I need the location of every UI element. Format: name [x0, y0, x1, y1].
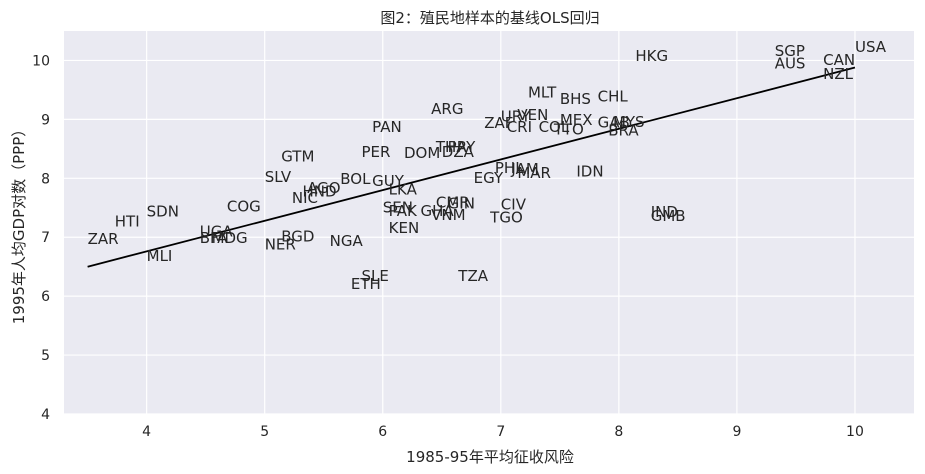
point-label-per: PER	[362, 143, 391, 161]
point-label-hkg: HKG	[635, 47, 668, 65]
y-tick-label: 8	[41, 171, 50, 187]
point-label-tto: TTO	[553, 120, 584, 138]
point-label-arg: ARG	[431, 100, 463, 118]
point-label-pak: PAK	[389, 202, 418, 220]
point-label-hnd: HND	[302, 182, 336, 200]
point-label-nga: NGA	[330, 232, 364, 250]
x-axis-label: 1985-95年平均征收风险	[406, 448, 574, 466]
point-label-zaf: ZAF	[484, 114, 513, 132]
plot-background	[64, 31, 914, 414]
x-tick-label: 10	[846, 424, 864, 440]
x-tick-label: 7	[496, 424, 505, 440]
point-label-mar: MAR	[517, 164, 551, 182]
point-label-gab: GAB	[598, 113, 630, 131]
point-label-cog: COG	[227, 198, 261, 216]
point-label-phl: PHL	[495, 159, 524, 177]
x-tick-label: 9	[732, 424, 741, 440]
x-tick-labels: 4 5 6 7 8 9 10	[142, 424, 864, 440]
point-label-ago: AGO	[307, 179, 340, 197]
point-label-gmb: GMB	[651, 207, 686, 225]
y-tick-label: 4	[41, 407, 50, 423]
point-label-pry: PRY	[448, 138, 477, 156]
point-label-usa: USA	[855, 38, 887, 56]
point-label-bfa: BFA	[200, 229, 229, 247]
point-label-uga: UGA	[200, 222, 234, 240]
x-tick-label: 5	[260, 424, 269, 440]
point-label-pan: PAN	[372, 118, 402, 136]
point-label-civ: CIV	[501, 195, 527, 213]
point-label-egy: EGY	[474, 169, 504, 187]
point-label-sgp: SGP	[775, 42, 805, 60]
point-label-ury: URY	[501, 108, 531, 126]
point-label-gtm: GTM	[281, 148, 314, 166]
point-label-ner: NER	[265, 235, 296, 253]
point-label-mex: MEX	[560, 111, 593, 129]
point-label-bol: BOL	[340, 170, 371, 188]
point-label-ven: VEN	[517, 106, 548, 124]
point-label-hti: HTI	[115, 212, 140, 230]
point-label-bra: BRA	[608, 122, 639, 140]
point-label-tgo: TGO	[489, 208, 523, 226]
point-label-sdn: SDN	[147, 202, 179, 220]
point-label-guy: GUY	[372, 172, 405, 190]
point-label-mlt: MLT	[528, 83, 557, 101]
x-tick-label: 6	[378, 424, 387, 440]
point-label-eth: ETH	[351, 275, 381, 293]
y-tick-labels: 4 5 6 7 8 9 10	[32, 53, 50, 423]
y-tick-label: 10	[32, 53, 50, 69]
fit-line	[87, 66, 856, 268]
point-label-mdg: MDG	[212, 229, 248, 247]
point-label-mli: MLI	[147, 247, 173, 265]
point-label-idn: IDN	[576, 162, 603, 180]
point-label-mys: MYS	[613, 113, 645, 131]
point-label-tza: TZA	[457, 267, 488, 285]
point-label-ken: KEN	[389, 219, 420, 237]
point-label-gha: GHA	[421, 202, 455, 220]
point-label-jam: JAM	[510, 160, 538, 178]
point-label-lka: LKA	[389, 181, 418, 199]
point-label-gin: GIN	[448, 195, 475, 213]
point-label-nzl: NZL	[823, 65, 853, 83]
point-label-vnm: VNM	[431, 206, 465, 224]
chart-title: 图2：殖民地样本的基线OLS回归	[380, 9, 599, 27]
grid	[64, 31, 914, 415]
point-label-nic: NIC	[292, 189, 318, 207]
point-label-cmr: CMR	[436, 194, 470, 212]
point-label-cri: CRI	[507, 118, 532, 136]
point-label-bhs: BHS	[560, 90, 591, 108]
point-label-can: CAN	[823, 51, 855, 69]
point-label-sle: SLE	[362, 267, 389, 285]
point-label-sen: SEN	[383, 198, 413, 216]
point-label-slv: SLV	[265, 168, 292, 186]
point-label-dom: DOM	[404, 144, 440, 162]
y-tick-label: 7	[41, 230, 50, 246]
x-tick-label: 8	[614, 424, 623, 440]
y-tick-label: 6	[41, 289, 50, 305]
point-label-ind: IND	[651, 203, 678, 221]
point-label-col: COL	[539, 118, 570, 136]
point-label-bgd: BGD	[281, 228, 314, 246]
point-label-dza: DZA	[442, 143, 475, 161]
x-tick-label: 4	[142, 424, 151, 440]
point-label-tha: THA	[435, 138, 467, 156]
point-label-zar: ZAR	[88, 230, 119, 248]
y-axis-label: 1995年人均GDP对数（PPP）	[10, 122, 28, 325]
y-tick-label: 5	[41, 348, 50, 364]
y-tick-label: 9	[41, 112, 50, 128]
point-label-aus: AUS	[775, 54, 806, 72]
point-label-chl: CHL	[598, 87, 629, 105]
